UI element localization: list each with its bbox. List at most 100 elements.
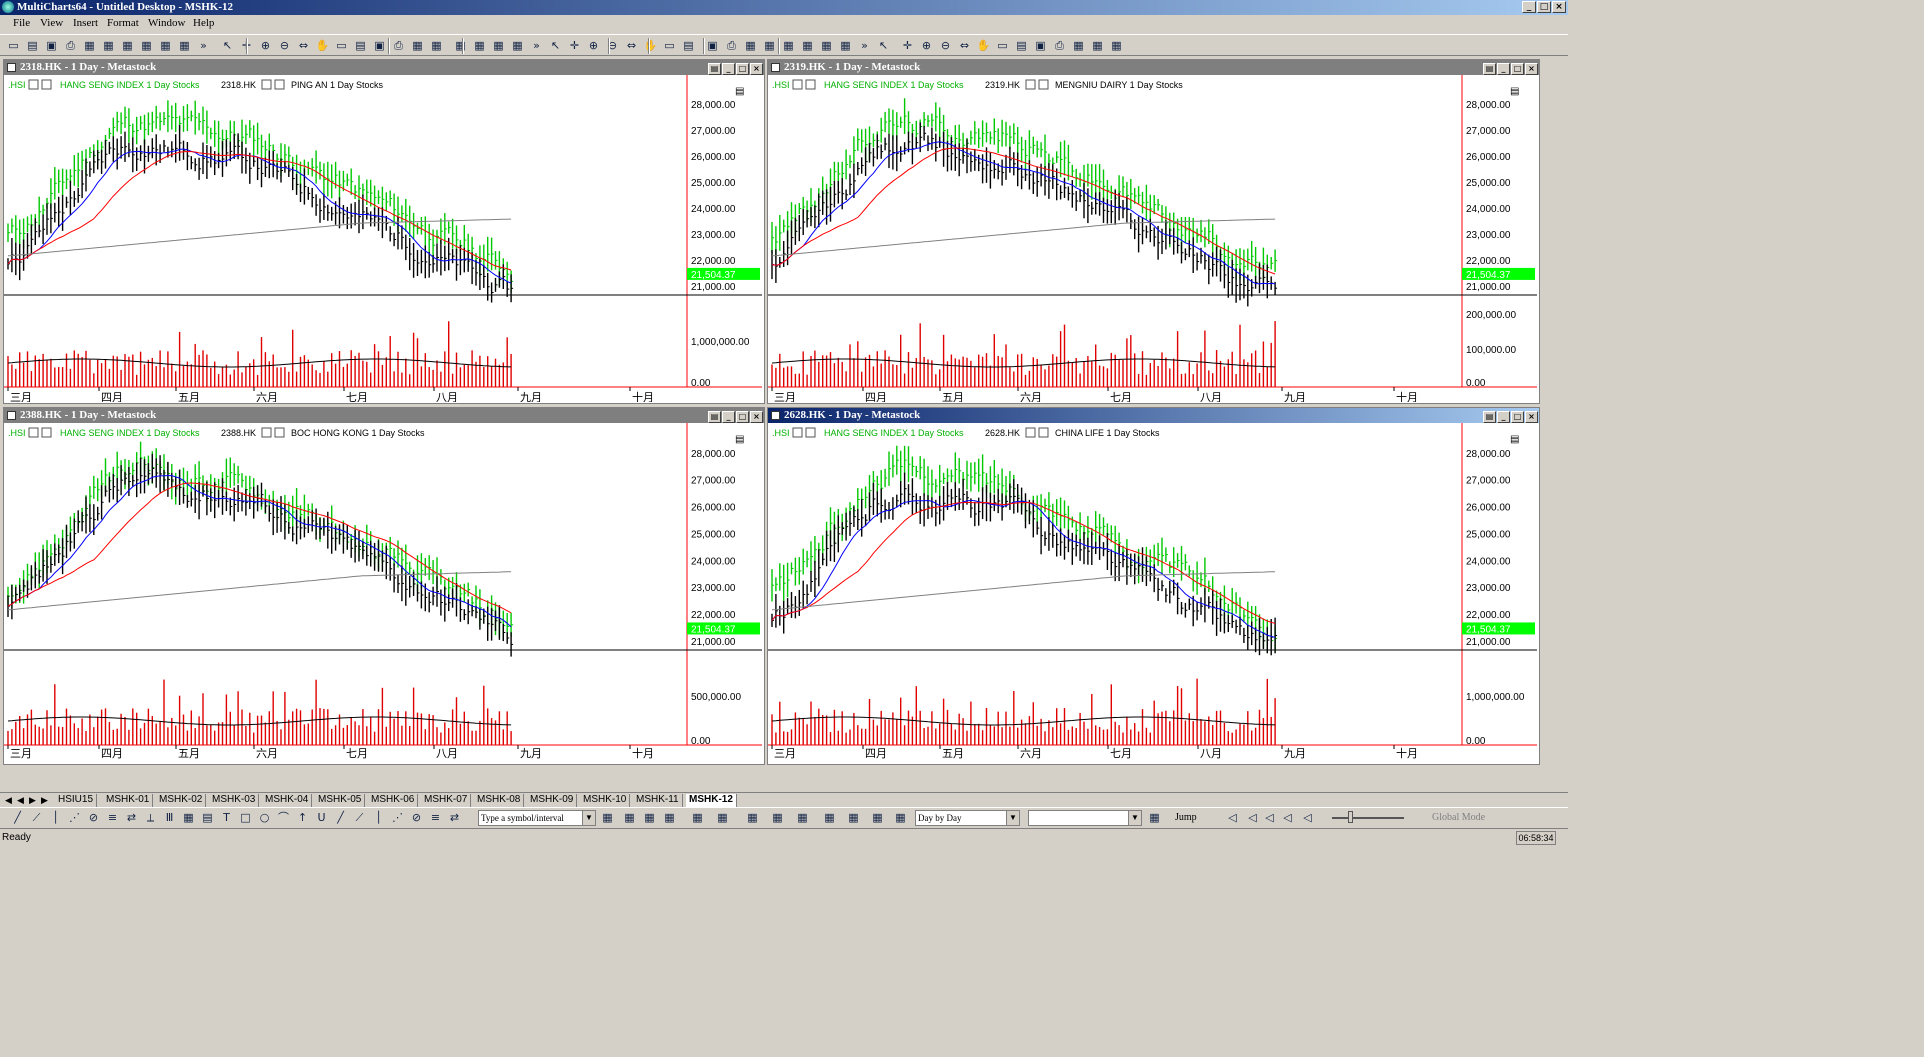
more-icon[interactable]: » [200,39,207,52]
tab-mshk-04[interactable]: MSHK-04 [262,794,313,807]
legend-dropdown-icon[interactable] [1025,427,1036,438]
global-mode-button[interactable]: Global Mode [1432,812,1486,823]
menu-view[interactable]: View [40,17,64,29]
chart-icon[interactable]: ▦ [512,39,523,52]
tab-last-icon[interactable]: ▶ [41,795,48,805]
draw-tool-icon[interactable]: ↑ [297,811,308,824]
window-minimize-button[interactable]: _ [1497,63,1510,75]
chart-icon[interactable]: ▦ [84,39,95,52]
print-icon[interactable]: ⎙ [394,39,403,52]
open-icon[interactable]: ▤ [1016,39,1027,52]
tab-mshk-01[interactable]: MSHK-01 [103,794,154,807]
zoom-slider-handle[interactable] [1348,811,1353,823]
draw-tool-icon[interactable]: □ [240,811,251,824]
legend-dropdown-icon[interactable] [1025,79,1036,90]
open-icon[interactable]: ▤ [355,39,366,52]
new-icon[interactable]: ▭ [336,39,347,52]
draw-tool-icon[interactable]: ▦ [183,811,194,824]
chart-window-title[interactable]: 2628.HK - 1 Day - Metastock ▤ _ □ × [768,408,1539,423]
crosshair-icon[interactable]: ✛ [569,39,580,52]
chart-tool-icon[interactable]: ◁ [1228,811,1237,824]
legend-dropdown-icon[interactable] [805,427,816,438]
window-close-button[interactable]: × [1525,411,1538,423]
chart-tool-icon[interactable]: ▦ [824,811,835,824]
draw-tool-icon[interactable]: ≡ [107,811,118,824]
scroll-icon[interactable]: ⇔ [298,39,309,52]
window-maximize-button[interactable]: □ [1511,411,1524,423]
menu-help[interactable]: Help [193,17,215,29]
scroll-icon[interactable]: ▤ [735,434,744,445]
print-icon[interactable]: ⎙ [1055,39,1064,52]
chart-tool-icon[interactable]: ◁ [1283,811,1292,824]
chart-icon[interactable]: ▦ [431,39,442,52]
draw-tool-icon[interactable]: │ [375,811,382,824]
tab-mshk-12[interactable]: MSHK-12 [686,794,737,807]
draw-tool-icon[interactable]: ⌒ [278,811,289,824]
draw-tool-icon[interactable]: ⇄ [449,811,460,824]
window-options-button[interactable]: ▤ [708,63,721,75]
chart-tool-icon[interactable]: ▦ [872,811,883,824]
chart-tool-icon[interactable]: ▦ [747,811,758,824]
menu-file[interactable]: File [13,17,31,29]
window-minimize-button[interactable]: _ [722,63,735,75]
chart-icon[interactable]: ▦ [821,39,832,52]
resolution-select[interactable]: Day by Day ▼ [915,810,1020,826]
legend-dropdown-icon[interactable] [41,79,52,90]
chart-tool-icon[interactable]: ▦ [644,811,655,824]
draw-tool-icon[interactable]: ⊘ [88,811,99,824]
zoom-slider[interactable] [1332,817,1404,819]
window-maximize-button[interactable]: □ [736,411,749,423]
legend-dropdown-icon[interactable] [28,427,39,438]
chart-icon[interactable]: ▦ [840,39,851,52]
zoom-in-icon[interactable]: ⊕ [921,39,932,52]
chevron-down-icon[interactable]: ▼ [582,811,595,825]
chart-icon[interactable]: ▦ [455,39,466,52]
draw-tool-icon[interactable]: ▤ [202,811,213,824]
tab-mshk-09[interactable]: MSHK-09 [527,794,578,807]
window-minimize-button[interactable]: _ [722,411,735,423]
draw-tool-icon[interactable]: ⇄ [126,811,137,824]
chart-svg[interactable]: .HSI HANG SENG INDEX 1 Day Stocks 2628.HK C… [768,423,1537,763]
menu-window[interactable]: Window [148,17,186,29]
cursor-icon[interactable]: ↖ [550,39,561,52]
minimize-button[interactable]: _ [1522,1,1536,13]
chart-icon[interactable]: ▦ [103,39,114,52]
legend-dropdown-icon[interactable] [792,79,803,90]
zoom-in-icon[interactable]: ⊕ [588,39,599,52]
legend-dropdown-icon[interactable] [274,427,285,438]
legend-dropdown-icon[interactable] [261,427,272,438]
hand-icon[interactable]: ✋ [643,39,658,52]
tab-mshk-06[interactable]: MSHK-06 [368,794,419,807]
chart-tool-icon[interactable]: ▦ [692,811,703,824]
symbol-input[interactable]: Type a symbol/interval ▼ [478,810,596,826]
legend-dropdown-icon[interactable] [261,79,272,90]
chart-tool-icon[interactable]: ◁ [1265,811,1274,824]
maximize-button[interactable]: □ [1537,1,1551,13]
scroll-icon[interactable]: ▤ [1510,434,1519,445]
chart-icon[interactable]: ▦ [160,39,171,52]
close-button[interactable]: × [1552,1,1566,13]
chart-window-2628[interactable]: 2628.HK - 1 Day - Metastock ▤ _ □ × .HSI HANG … [767,407,1540,765]
window-options-button[interactable]: ▤ [1483,411,1496,423]
print-icon[interactable]: ⎙ [727,39,736,52]
chart-icon[interactable]: ▦ [745,39,756,52]
draw-tool-icon[interactable]: │ [52,811,59,824]
tab-mshk-08[interactable]: MSHK-08 [474,794,525,807]
scroll-icon[interactable]: ▤ [1510,86,1519,97]
hand-icon[interactable]: ✋ [315,39,330,52]
chart-tool-icon[interactable]: ▦ [772,811,783,824]
crosshair-icon[interactable]: ✛ [902,39,913,52]
window-close-button[interactable]: × [750,411,763,423]
draw-tool-icon[interactable]: ⊘ [411,811,422,824]
new-icon[interactable]: ▭ [664,39,675,52]
window-maximize-button[interactable]: □ [736,63,749,75]
open-icon[interactable]: ▤ [683,39,694,52]
save-icon[interactable]: ▣ [46,39,57,52]
chart-icon[interactable]: ▦ [1073,39,1084,52]
chart-icon[interactable]: ▦ [412,39,423,52]
more-icon[interactable]: » [861,39,868,52]
menu-format[interactable]: Format [107,17,139,29]
tab-mshk-10[interactable]: MSHK-10 [580,794,631,807]
tab-prev-icon[interactable]: ◀ [17,795,24,805]
chart-tool-icon[interactable]: ▦ [848,811,859,824]
